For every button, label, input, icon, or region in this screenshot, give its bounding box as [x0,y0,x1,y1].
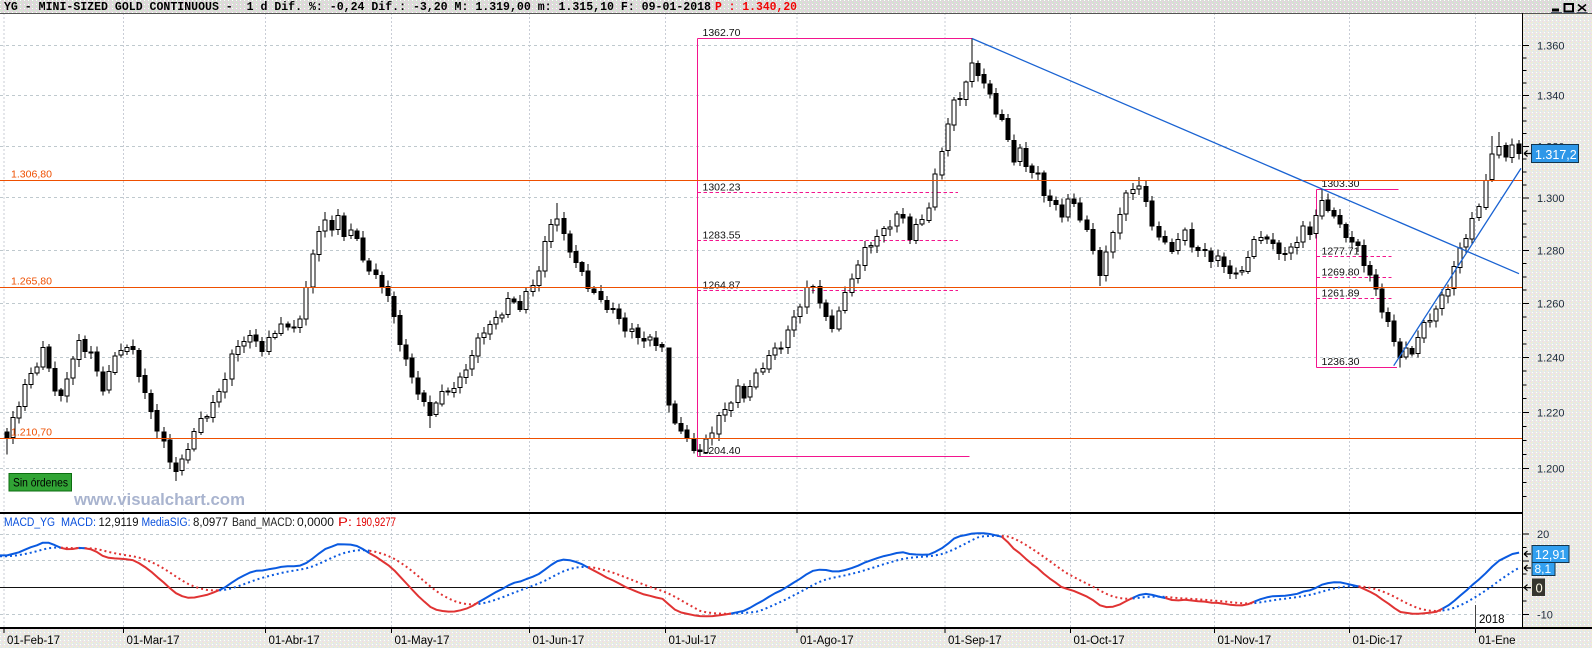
svg-text:1.265,80: 1.265,80 [11,276,52,288]
svg-text:-10: -10 [1537,609,1553,621]
svg-text:MACD_YG: MACD_YG [4,517,55,529]
svg-text:01-Oct-17: 01-Oct-17 [1074,635,1125,647]
svg-text:1264.87: 1264.87 [703,280,741,292]
svg-text:MediaSIG:: MediaSIG: [142,517,191,529]
svg-text:Band_MACD:: Band_MACD: [232,517,295,529]
svg-text:1302.23: 1302.23 [703,182,741,194]
svg-text:1283.55: 1283.55 [703,230,741,242]
svg-text:1269.80: 1269.80 [1322,267,1360,279]
svg-text:1.340: 1.340 [1537,91,1565,103]
svg-text:0: 0 [1536,581,1543,596]
svg-text:P:: P: [338,517,352,529]
svg-text:1362.70: 1362.70 [703,27,741,39]
svg-text:01-Feb-17: 01-Feb-17 [7,635,60,647]
svg-text:1.260: 1.260 [1537,299,1565,311]
svg-text:8,0977: 8,0977 [193,517,228,529]
svg-text:01-Mar-17: 01-Mar-17 [127,635,180,647]
svg-text:20: 20 [1537,529,1549,541]
svg-text:01-Ene: 01-Ene [1479,635,1516,647]
svg-text:1204.40: 1204.40 [703,445,741,457]
svg-text:2018: 2018 [1479,614,1505,626]
svg-text:190,9277: 190,9277 [356,517,396,529]
svg-text:YG - MINI-SIZED GOLD CONTINUOU: YG - MINI-SIZED GOLD CONTINUOUS - 1 d Di… [4,1,711,14]
svg-text:MACD:: MACD: [61,517,96,529]
svg-text:1.200: 1.200 [1537,463,1565,475]
svg-text:01-Dic-17: 01-Dic-17 [1353,635,1403,647]
svg-text:12,9119: 12,9119 [99,517,139,529]
svg-text:12,91: 12,91 [1535,548,1566,562]
svg-text:01-Ago-17: 01-Ago-17 [800,635,854,647]
svg-text:8,1: 8,1 [1535,562,1552,576]
svg-text:Sin órdenes: Sin órdenes [13,476,68,490]
svg-text:01-Jun-17: 01-Jun-17 [533,635,585,647]
svg-text:1.300: 1.300 [1537,193,1565,205]
svg-text:1.240: 1.240 [1537,353,1565,365]
svg-text:P : 1.340,20: P : 1.340,20 [715,1,797,14]
svg-text:1303.30: 1303.30 [1322,178,1360,190]
svg-text:01-Nov-17: 01-Nov-17 [1218,635,1272,647]
svg-text:1.360: 1.360 [1537,40,1565,52]
svg-text:01-Jul-17: 01-Jul-17 [669,635,717,647]
svg-text:1236.30: 1236.30 [1322,356,1360,368]
svg-text:1277.71: 1277.71 [1322,246,1360,258]
svg-text:1.210,70: 1.210,70 [11,427,52,439]
svg-text:01-May-17: 01-May-17 [395,635,450,647]
svg-text:1261.89: 1261.89 [1322,288,1360,300]
svg-text:1.317,2: 1.317,2 [1535,148,1577,162]
svg-text:1.220: 1.220 [1537,408,1565,420]
svg-text:1.280: 1.280 [1537,245,1565,257]
svg-text:1.306,80: 1.306,80 [11,169,52,181]
svg-text:01-Abr-17: 01-Abr-17 [269,635,320,647]
svg-text:0,0000: 0,0000 [297,517,334,529]
svg-text:www.visualchart.com: www.visualchart.com [73,490,245,509]
svg-text:01-Sep-17: 01-Sep-17 [948,635,1002,647]
